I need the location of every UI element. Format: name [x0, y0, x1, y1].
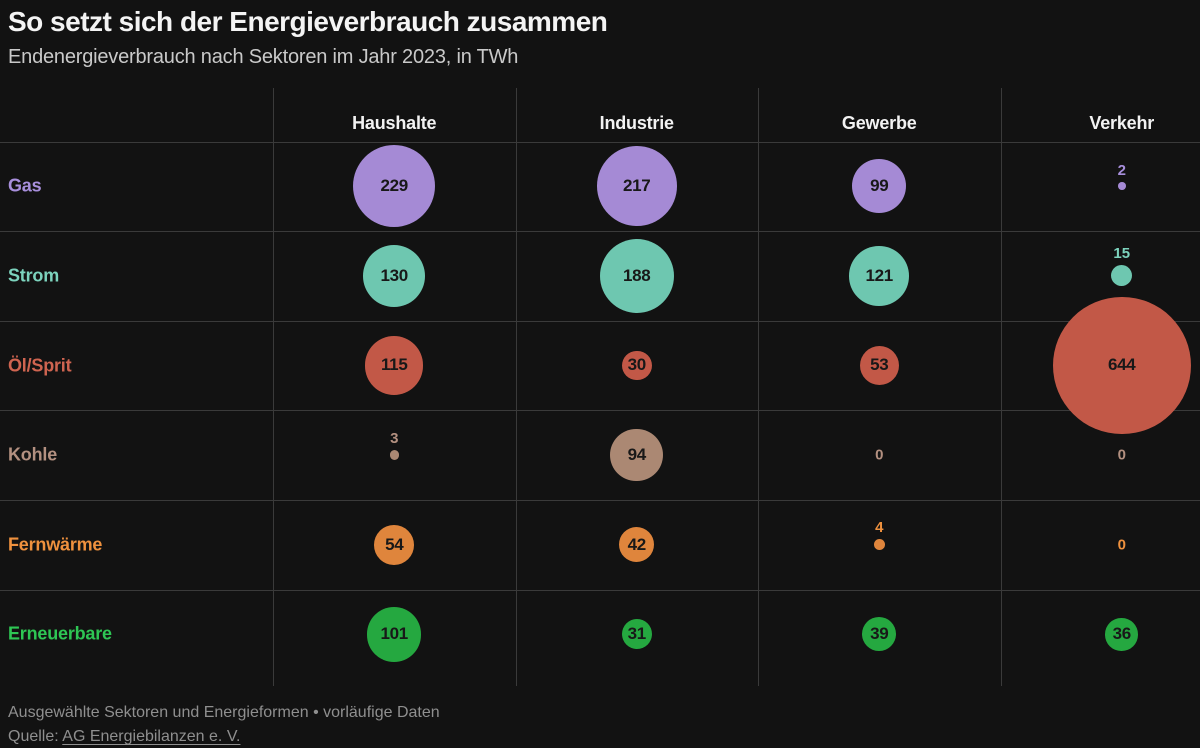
row-label: Gas [8, 175, 42, 196]
value-zero: 0 [1117, 446, 1126, 464]
value-bubble: 644 [1052, 296, 1191, 435]
value-bubble: 121 [849, 246, 910, 306]
row-label: Kohle [8, 444, 58, 465]
grid-line-vertical [758, 88, 759, 686]
value-bubble: 53 [859, 345, 899, 386]
column-header: Industrie [599, 113, 674, 133]
page-subtitle: Endenergieverbrauch nach Sektoren im Jah… [8, 46, 519, 68]
value-zero: 0 [875, 446, 884, 464]
value-label: 4 [875, 519, 884, 537]
value-bubble: 115 [365, 336, 424, 395]
source-link[interactable]: AG Energiebilanzen e. V. [62, 728, 241, 745]
grid-line-vertical [273, 88, 274, 686]
column-header: Haushalte [352, 113, 437, 133]
grid-line-horizontal [0, 141, 1200, 143]
row-label: Fernwärme [8, 534, 103, 555]
value-bubble: 36 [1105, 618, 1138, 651]
value-bubble: 54 [374, 524, 415, 565]
value-bubble: 130 [363, 245, 426, 307]
value-bubble: 30 [621, 350, 652, 381]
value-bubble: 42 [619, 527, 655, 563]
value-label: 2 [1117, 162, 1126, 180]
page-title: So setzt sich der Energieverbrauch zusam… [8, 6, 608, 37]
grid-line-horizontal [0, 499, 1200, 501]
grid-line-horizontal [0, 231, 1200, 233]
row-label: Öl/Sprit [8, 355, 72, 375]
value-bubble: 31 [621, 619, 652, 650]
value-bubble: 94 [610, 428, 664, 482]
source-prefix: Quelle: [8, 728, 63, 745]
value-label: 15 [1113, 245, 1131, 263]
row-label: Erneuerbare [8, 623, 112, 644]
column-header: Verkehr [1089, 113, 1155, 133]
value-dot [873, 539, 885, 551]
value-bubble: 99 [852, 159, 907, 214]
chart-grid: Haushalte Industrie Gewerbe Verkehr Gas 229 21… [0, 88, 1200, 686]
value-bubble: 217 [596, 146, 677, 227]
value-label: 3 [390, 430, 399, 448]
value-bubble: 229 [353, 145, 436, 228]
column-header: Gewerbe [841, 113, 917, 133]
row-label: Strom [8, 265, 60, 286]
value-bubble: 188 [599, 238, 674, 314]
value-dot [1117, 182, 1126, 191]
value-dot [389, 450, 399, 460]
value-dot [1111, 265, 1133, 287]
grid-line-horizontal [0, 320, 1200, 322]
value-zero: 0 [1117, 536, 1126, 554]
grid-line-horizontal [0, 589, 1200, 591]
value-bubble: 101 [367, 607, 422, 662]
footer-note: Ausgewählte Sektoren und Energieformen •… [8, 704, 440, 721]
value-bubble: 39 [862, 617, 897, 652]
grid-line-horizontal [0, 410, 1200, 412]
grid-line-vertical [515, 88, 517, 686]
grid-line-vertical [1000, 88, 1002, 686]
footer-source: Quelle: AG Energiebilanzen e. V. [8, 728, 240, 746]
